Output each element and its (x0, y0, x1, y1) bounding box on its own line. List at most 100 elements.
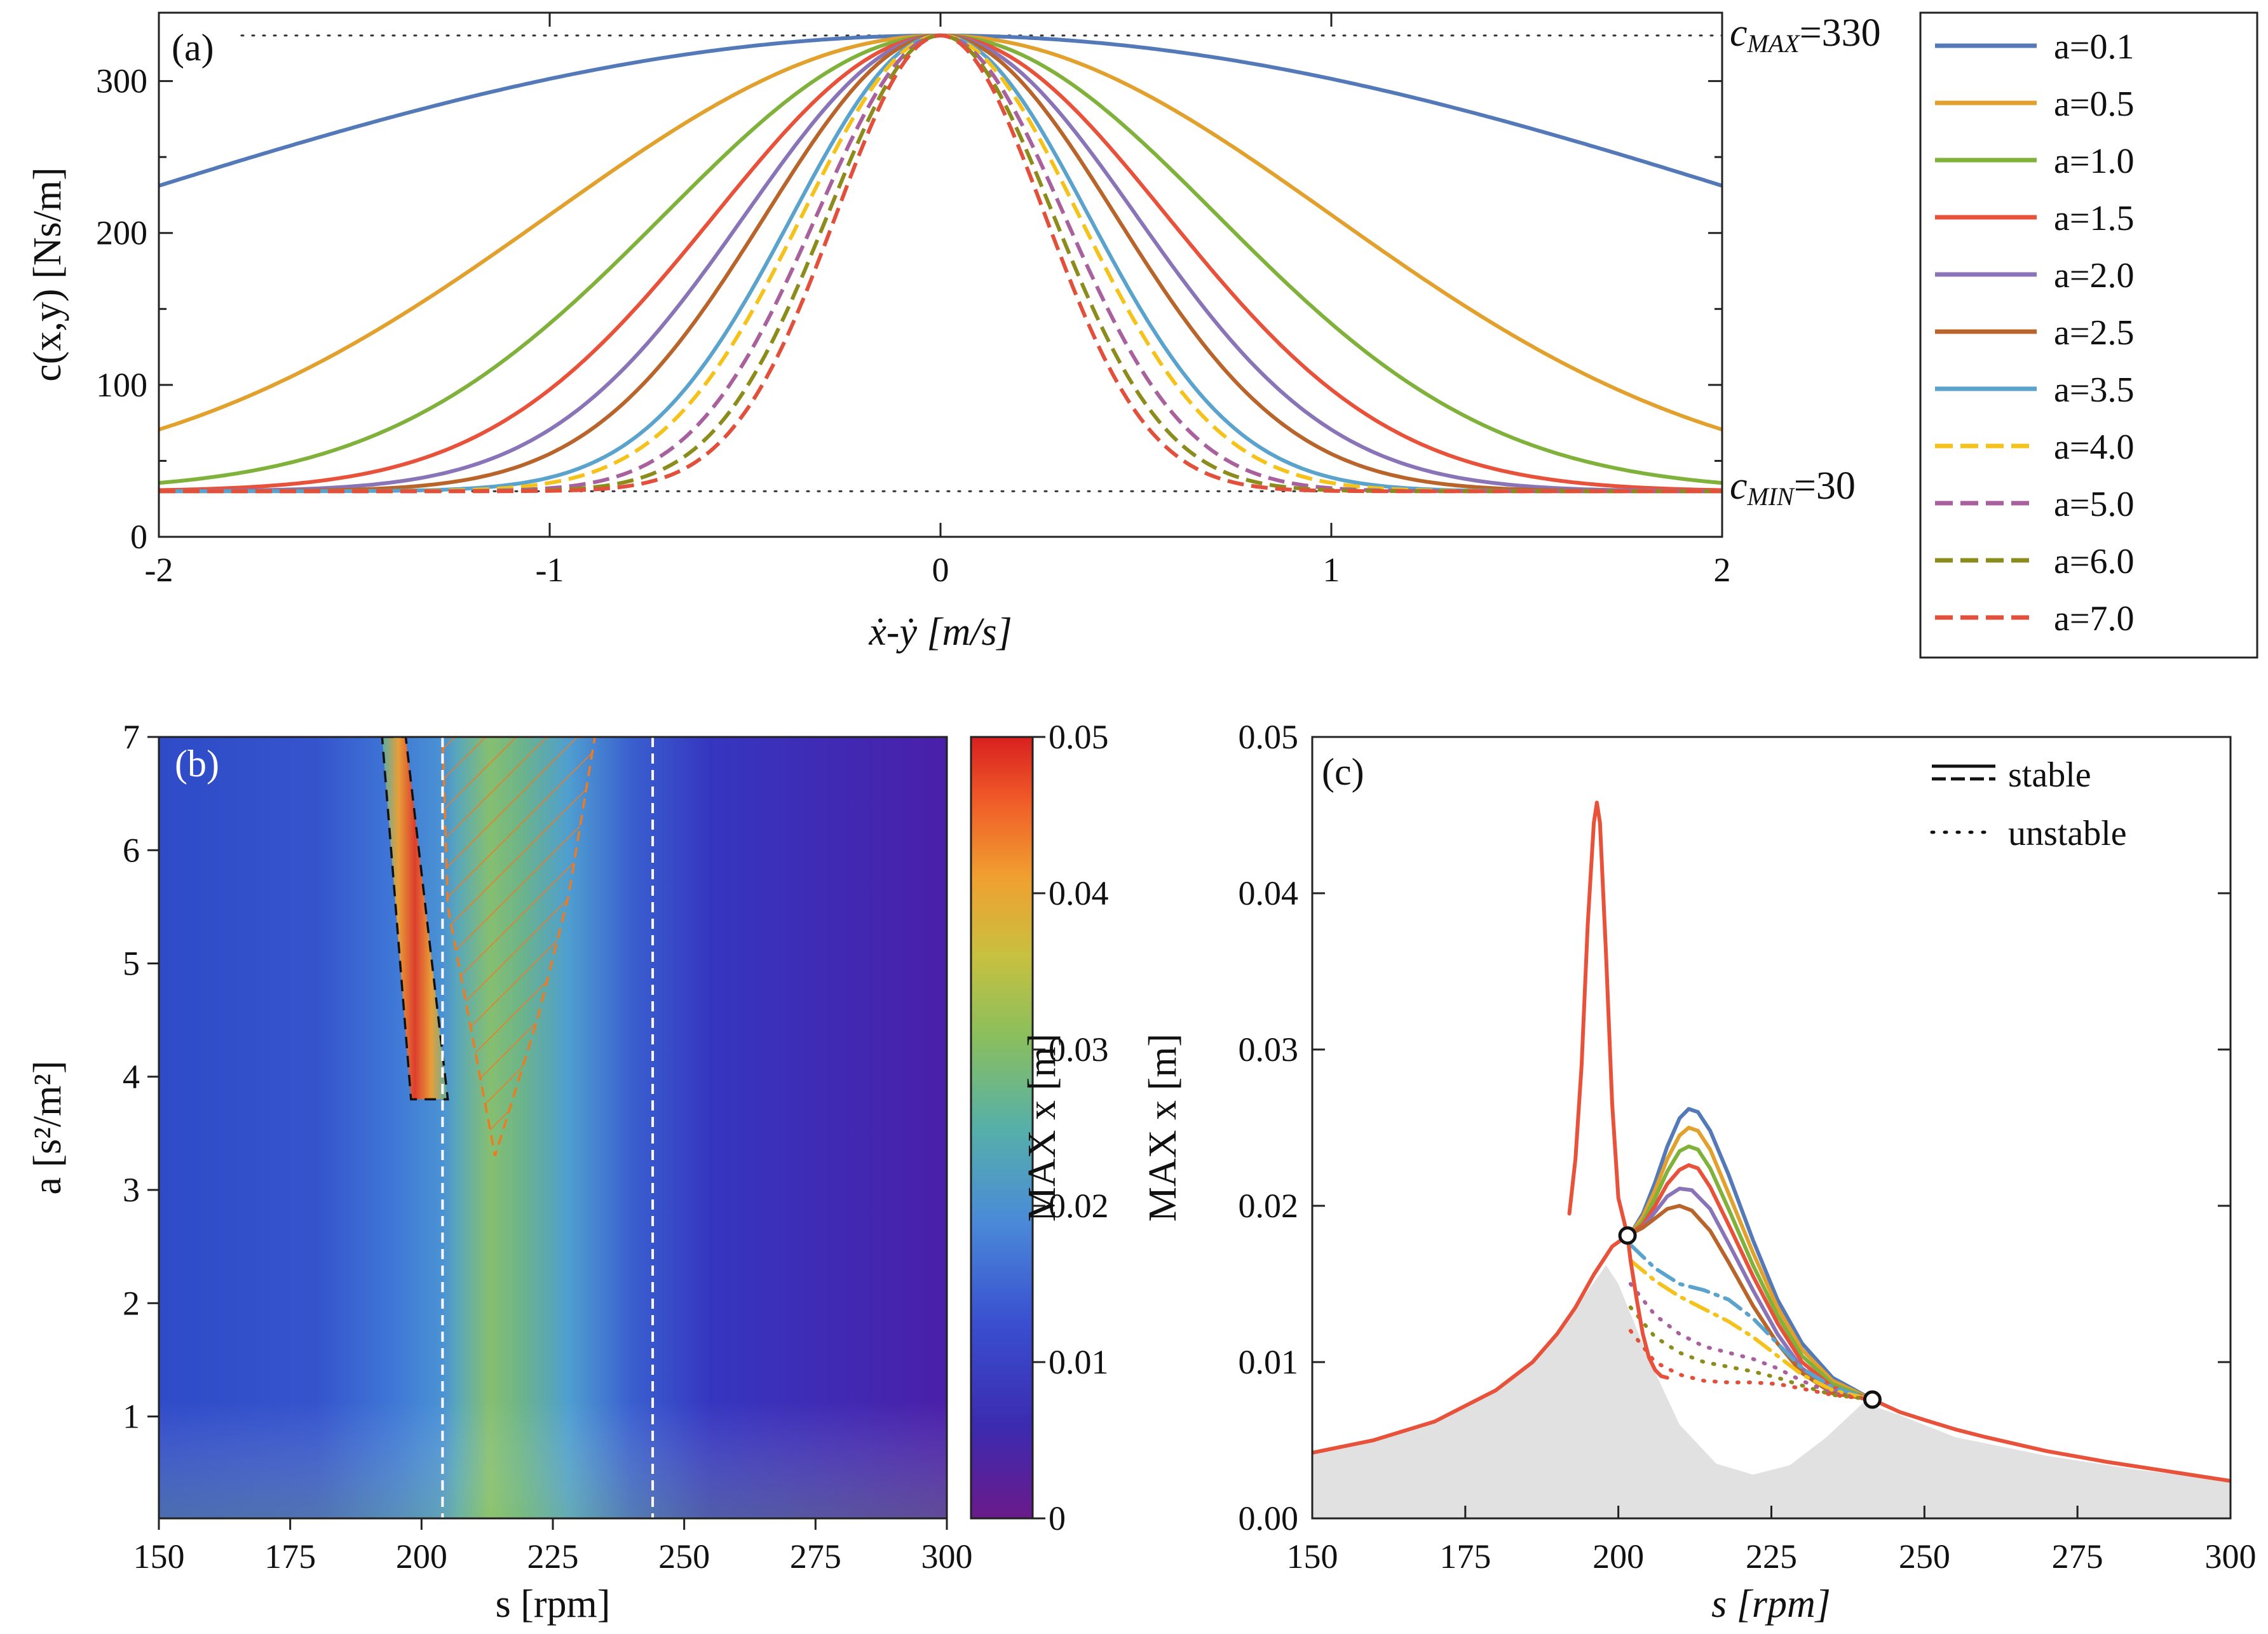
c-series-line-3 (1628, 1163, 1875, 1401)
a-plot-frame (158, 11, 1723, 538)
a-ytick-label-3: 300 (96, 62, 147, 100)
c-series-line-5 (1628, 1204, 1875, 1401)
a-series-line-2 (159, 33, 1722, 485)
b-ytick-label-0: 1 (123, 1398, 140, 1436)
a-legend-label-4: a=2.0 (2054, 256, 2134, 295)
a-ytick-label-1: 100 (96, 366, 147, 404)
b-high-amplitude-outline (381, 737, 449, 1101)
a-legend-label-7: a=4.0 (2054, 428, 2134, 467)
a-panel-label: (a) (172, 27, 214, 69)
c-plot-frame (1311, 736, 2232, 1520)
b-hatched-region (441, 737, 596, 1157)
a-reference-lines (158, 34, 1723, 492)
c-curves (1312, 800, 2231, 1483)
b-xlabel: s [rpm] (496, 1583, 611, 1626)
b-xtick-label-3: 225 (527, 1537, 579, 1576)
b-ticks: 150 175 200 225 250 275 300 1 2 3 4 5 6 7 (123, 718, 973, 1576)
b-ytick-label-4: 5 (123, 945, 140, 983)
colorbar-tick-label-4: 0.04 (1049, 874, 1109, 912)
a-legend-label-1: a=0.5 (2054, 84, 2134, 124)
c-xtick-label-5: 275 (2052, 1537, 2103, 1576)
b-ytick-label-6: 7 (123, 718, 140, 756)
b-xtick-label-0: 150 (133, 1537, 185, 1576)
a-legend: a=0.1 a=0.5 a=1.0 a=1.5 a=2.0 a=2.5 a=3.5 a=4.0… (1919, 11, 2258, 659)
c-legend-stable: stable (2008, 755, 2091, 795)
b-ylabel: a [s²/m²] (26, 1060, 69, 1194)
c-xtick-label-0: 150 (1287, 1537, 1338, 1576)
b-xtick-label-6: 300 (921, 1537, 973, 1576)
colorbar-ticks: 0 0.01 0.02 0.03 0.04 0.05 (1033, 718, 1109, 1537)
b-vertical-guides (441, 737, 655, 1518)
c-ytick-label-5: 0.05 (1239, 718, 1299, 756)
c-xtick-label-3: 225 (1746, 1537, 1797, 1576)
c-xlabel: s [rpm] (1711, 1583, 1831, 1626)
a-xtick-label-2: 0 (932, 551, 949, 589)
a-series-line-4 (159, 33, 1722, 493)
c-xtick-label-2: 200 (1592, 1537, 1644, 1576)
a-legend-label-2: a=1.0 (2054, 142, 2134, 181)
c-legend: stable unstable (1930, 755, 2127, 853)
c-series-line-11 (1312, 1233, 1630, 1455)
a-cmin-symbol: c (1730, 464, 1748, 508)
c-series-line-1 (1628, 1126, 1875, 1401)
c-legend-unstable: unstable (2008, 814, 2127, 853)
a-xlabel: ẋ-ẏ [m/s] (868, 611, 1012, 654)
a-curves (159, 33, 1722, 494)
a-series-line-8 (159, 33, 1722, 494)
c-ticks: 150 175 200 225 250 275 300 0.00 0.01 0.02 0.03 0.0… (1239, 718, 2257, 1576)
a-cmin-label: cMIN=30 (1730, 464, 1856, 511)
colorbar-label: MAX x [m] (1021, 1034, 1064, 1222)
a-series-line-1 (159, 33, 1722, 432)
b-high-amplitude-band (382, 737, 448, 1100)
a-xtick-label-3: 1 (1323, 551, 1340, 589)
a-ylabel: c(x,y) [Ns/m] (26, 167, 69, 381)
c-series-line-0 (1628, 1107, 1875, 1401)
b-panel-label: (b) (175, 743, 219, 785)
a-series-line-3 (159, 33, 1722, 492)
c-marked-points (1618, 1226, 1882, 1409)
b-ytick-label-3: 4 (123, 1058, 140, 1096)
c-series-line-2 (1628, 1144, 1875, 1401)
a-cmax-symbol: c (1730, 11, 1748, 55)
a-ytick-label-2: 200 (96, 214, 147, 252)
c-series-line-13 (1567, 800, 1630, 1238)
a-xtick-label-4: 2 (1714, 551, 1731, 589)
c-xtick-label-4: 250 (1899, 1537, 1950, 1576)
a-xtick-label-1: -1 (536, 551, 564, 589)
c-series-line-10 (1628, 1328, 1875, 1401)
a-ytick-label-0: 0 (130, 518, 147, 556)
c-ytick-label-1: 0.01 (1239, 1343, 1299, 1381)
a-cmax-label: cMAX=330 (1730, 11, 1881, 58)
a-legend-frame (1919, 11, 2258, 659)
c-ylabel: MAX x [m] (1141, 1034, 1185, 1222)
c-ytick-label-2: 0.02 (1239, 1187, 1299, 1225)
b-xtick-label-4: 250 (658, 1537, 710, 1576)
panel-c: 150 175 200 225 250 275 300 0.00 0.01 0.02 0.03 0.0… (1141, 718, 2257, 1626)
b-xtick-label-2: 200 (396, 1537, 447, 1576)
c-xtick-label-1: 175 (1439, 1537, 1491, 1576)
b-xtick-label-1: 175 (264, 1537, 316, 1576)
panel-a: -2 -1 0 1 2 0 100 200 300 (a) ẋ-ẏ [m/s] c(x,y) [… (26, 11, 2258, 659)
a-legend-label-3: a=1.5 (2054, 199, 2134, 238)
c-marked-point-1 (1863, 1390, 1882, 1409)
colorbar (970, 736, 1034, 1520)
b-ytick-label-5: 6 (123, 831, 140, 869)
a-legend-label-9: a=6.0 (2054, 542, 2134, 581)
a-xtick-label-0: -2 (145, 551, 173, 589)
a-series-line-5 (159, 33, 1722, 494)
a-series-line-10 (159, 33, 1722, 494)
colorbar-tick-label-5: 0.05 (1049, 718, 1109, 756)
c-ytick-label-4: 0.04 (1239, 874, 1299, 912)
a-cmax-subscript: MAX (1747, 29, 1801, 58)
c-marked-point-0 (1618, 1226, 1637, 1245)
c-shaded-area (1312, 1265, 2231, 1518)
c-series-line-12 (1870, 1398, 2231, 1483)
c-ytick-label-0: 0.00 (1239, 1499, 1299, 1537)
c-xtick-label-6: 300 (2205, 1537, 2257, 1576)
c-panel-label: (c) (1322, 751, 1364, 793)
a-cmin-value: =30 (1794, 464, 1856, 508)
c-series-line-7 (1628, 1259, 1875, 1401)
a-legend-label-10: a=7.0 (2054, 599, 2134, 638)
colorbar-tick-label-1: 0.01 (1049, 1343, 1109, 1381)
